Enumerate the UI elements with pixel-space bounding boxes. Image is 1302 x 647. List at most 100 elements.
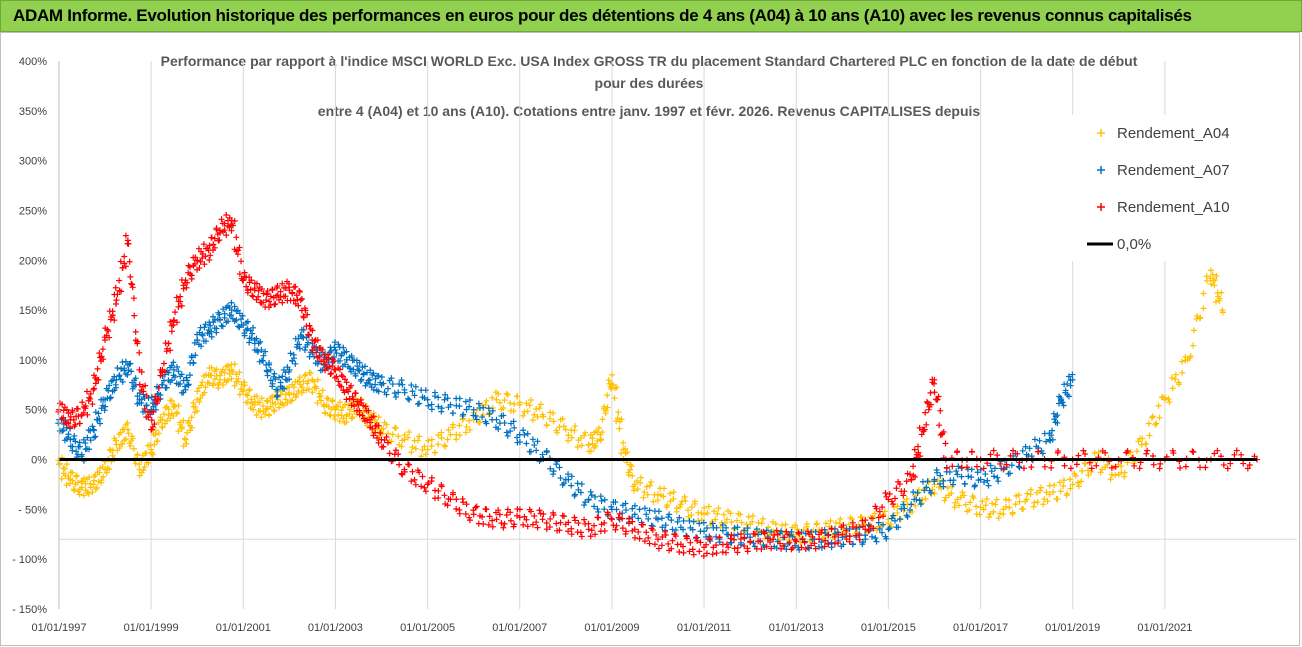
data-point-fill: [188, 424, 195, 431]
data-point-fill: [858, 513, 865, 520]
data-point-fill: [880, 513, 887, 520]
data-point-fill: [588, 527, 595, 534]
data-point-fill: [114, 447, 121, 454]
data-point: [1023, 496, 1030, 503]
data-point-fill: [572, 491, 579, 498]
data-point-fill: [244, 325, 251, 332]
data-point-fill: [343, 419, 350, 426]
data-point: [655, 536, 661, 543]
data-point-fill: [669, 526, 676, 533]
data-point-fill: [924, 478, 931, 485]
data-point-fill: [1220, 461, 1227, 468]
data-point-fill: [876, 508, 883, 515]
data-point-fill: [648, 525, 655, 532]
data-point-fill: [185, 417, 192, 424]
data-point-fill: [70, 416, 77, 423]
chart-title: Performance par rapport à l'indice MSCI …: [161, 53, 1138, 119]
data-point-fill: [309, 327, 316, 334]
data-point-fill: [818, 529, 825, 536]
data-point-fill: [87, 437, 94, 444]
data-point-fill: [395, 433, 402, 440]
data-point: [539, 516, 546, 523]
data-point-fill: [65, 473, 72, 480]
data-point-fill: [1157, 460, 1164, 467]
data-point-fill: [727, 510, 734, 517]
data-point-fill: [503, 390, 510, 397]
data-point-fill: [1224, 465, 1231, 472]
data-point-fill: [241, 382, 248, 389]
data-point-fill: [912, 502, 919, 509]
data-point-fill: [937, 480, 944, 487]
data-point-fill: [1189, 448, 1196, 455]
data-point-fill: [1146, 432, 1153, 439]
data-point-fill: [964, 464, 971, 471]
data-point-fill: [565, 437, 572, 444]
data-point-fill: [175, 368, 182, 375]
data-point-fill: [211, 376, 218, 383]
data-point-fill: [888, 498, 895, 505]
data-point-fill: [301, 347, 308, 354]
data-point-fill: [364, 422, 371, 429]
data-point-fill: [568, 525, 575, 532]
data-point-fill: [507, 428, 514, 435]
data-point-fill: [270, 407, 277, 414]
legend: Rendement_A04Rendement_A07Rendement_A100…: [1063, 115, 1263, 261]
data-point-fill: [640, 494, 647, 501]
data-point-fill: [966, 507, 973, 514]
data-point-fill: [862, 536, 869, 543]
data-point-fill: [511, 424, 518, 431]
data-point-fill: [398, 443, 405, 450]
data-point-fill: [63, 461, 70, 468]
data-point-fill: [431, 389, 438, 396]
data-point-fill: [1031, 436, 1038, 443]
data-point-fill: [208, 372, 215, 379]
data-point-fill: [504, 432, 511, 439]
data-point-fill: [136, 461, 143, 468]
data-point-fill: [531, 442, 538, 449]
data-point-fill: [475, 400, 482, 407]
data-point-fill: [160, 360, 167, 367]
data-point-fill: [925, 479, 932, 486]
data-point-fill: [109, 452, 116, 459]
data-point-fill: [524, 408, 531, 415]
data-point-fill: [201, 261, 208, 268]
data-point-fill: [879, 504, 886, 511]
data-point-fill: [923, 421, 930, 428]
data-point-fill: [221, 227, 228, 234]
data-point: [585, 441, 592, 448]
data-point-fill: [571, 514, 578, 521]
data-point-fill: [414, 437, 421, 444]
data-point-fill: [348, 415, 355, 422]
x-tick-label: 01/01/1999: [124, 622, 179, 634]
data-point-fill: [872, 503, 879, 510]
data-point-fill: [233, 371, 240, 378]
data-point-fill: [218, 322, 225, 329]
data-point-fill: [183, 284, 190, 291]
data-point-fill: [767, 539, 774, 546]
data-point-fill: [489, 523, 496, 530]
data-point-fill: [662, 528, 669, 535]
data-point-fill: [604, 509, 611, 516]
data-point: [977, 476, 984, 483]
data-point-fill: [218, 216, 225, 223]
data-point-fill: [571, 427, 578, 434]
data-point-fill: [157, 391, 164, 398]
data-point-fill: [806, 545, 813, 552]
data-point-fill: [248, 277, 255, 284]
data-point-fill: [463, 501, 470, 508]
data-point: [677, 501, 684, 508]
data-point-fill: [873, 538, 880, 545]
data-point-fill: [828, 526, 835, 533]
data-point-fill: [820, 534, 827, 541]
data-point-fill: [248, 396, 255, 403]
data-point-fill: [122, 232, 129, 239]
data-point-fill: [472, 413, 479, 420]
data-point: [931, 476, 938, 483]
data-point-fill: [489, 517, 496, 524]
data-point-fill: [173, 319, 180, 326]
data-point-fill: [1002, 496, 1009, 503]
data-point-fill: [339, 363, 346, 370]
data-point-fill: [1002, 503, 1009, 510]
data-point-fill: [398, 470, 405, 477]
data-point-fill: [501, 397, 508, 404]
